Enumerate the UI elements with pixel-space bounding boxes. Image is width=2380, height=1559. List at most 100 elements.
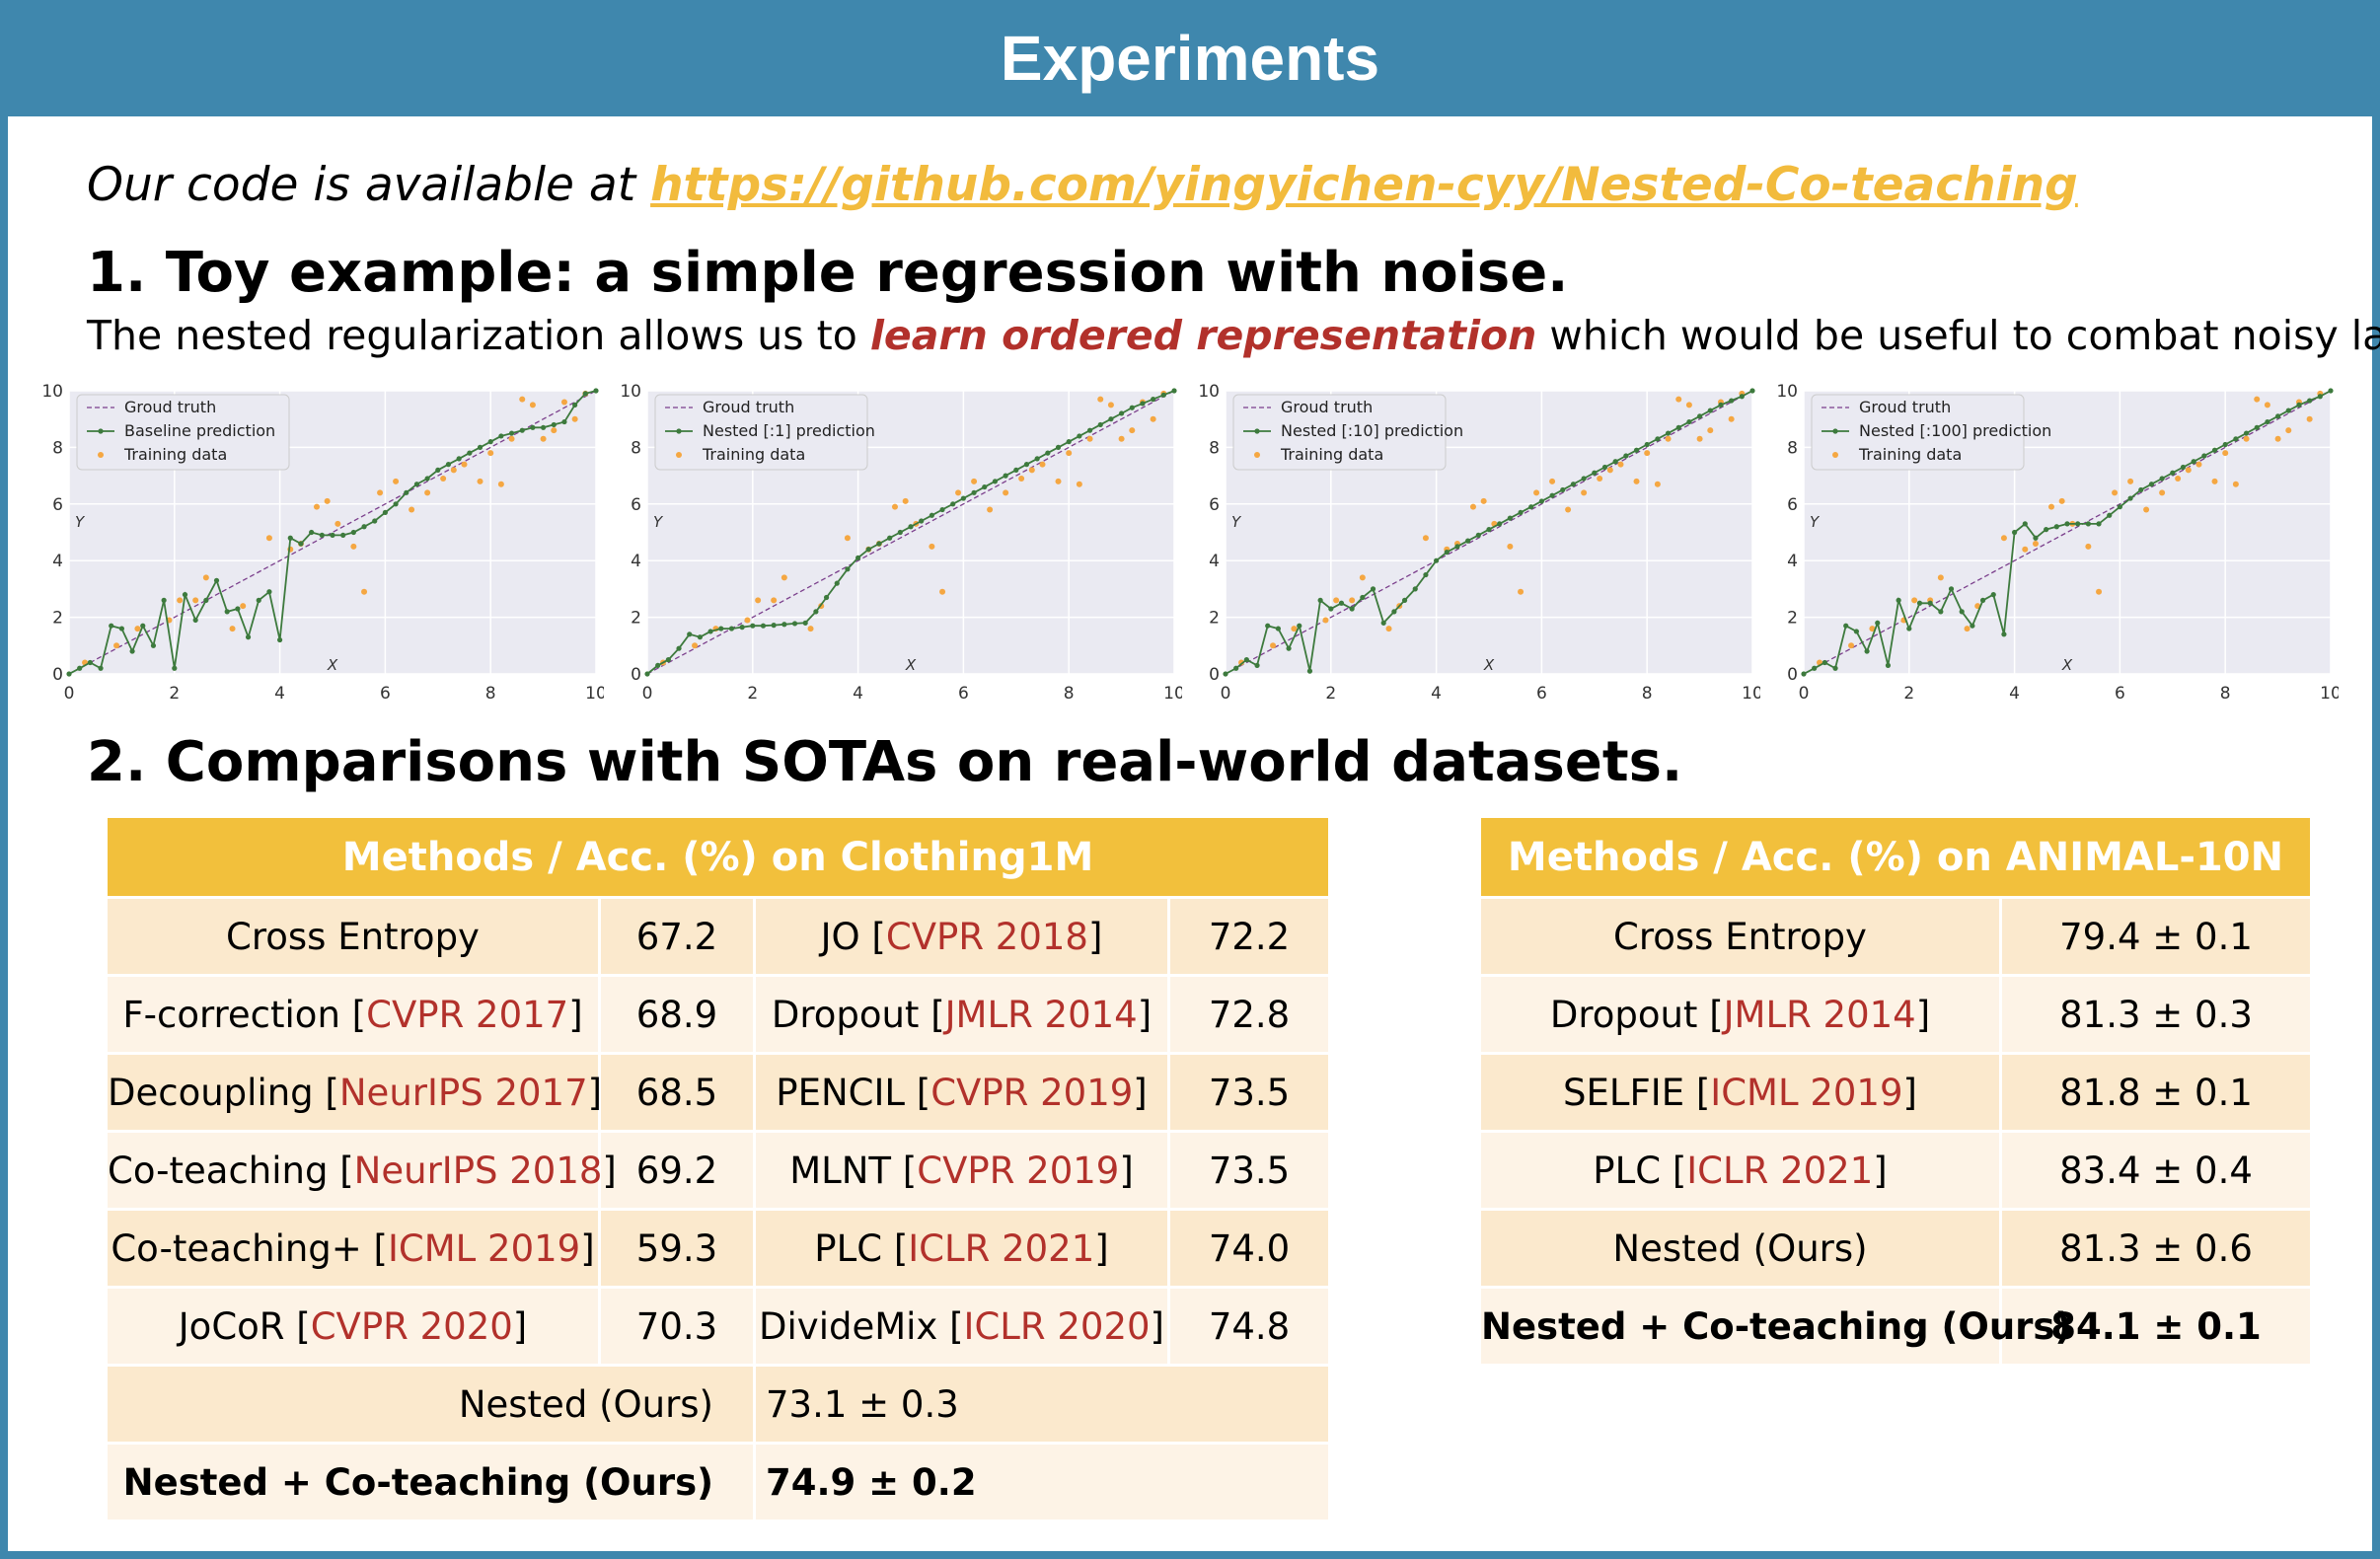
y-axis-label: Y xyxy=(1810,513,1821,531)
training-data-point xyxy=(1129,427,1136,434)
training-data-point xyxy=(1291,626,1298,632)
y-tick-label: 10 xyxy=(41,383,63,402)
prediction-point xyxy=(760,623,767,629)
x-tick-label: 6 xyxy=(380,684,391,704)
legend-swatch-training xyxy=(676,452,682,458)
training-data-point xyxy=(1076,481,1082,487)
x-tick-label: 10 xyxy=(1742,684,1760,704)
training-data-point xyxy=(844,535,851,542)
prediction-point xyxy=(1843,623,1849,629)
x-tick-label: 10 xyxy=(2320,684,2339,704)
training-data-point xyxy=(1869,626,1876,632)
y-tick-label: 0 xyxy=(52,665,63,685)
prediction-point xyxy=(1434,557,1440,563)
accuracy-cell: 69.2 xyxy=(598,1130,756,1211)
training-data-point xyxy=(324,497,331,504)
prediction-point xyxy=(572,402,578,408)
training-data-point xyxy=(192,597,199,604)
training-data-point xyxy=(891,503,898,510)
training-data-point xyxy=(477,478,483,484)
method-name: Co-teaching xyxy=(108,1149,329,1192)
legend-box xyxy=(654,394,868,471)
prediction-point xyxy=(1560,486,1566,493)
x-tick-label: 8 xyxy=(2220,684,2231,704)
training-data-point xyxy=(1018,475,1025,482)
prediction-point xyxy=(1528,504,1534,510)
venue-reference: NeurIPS 2017 xyxy=(338,1071,588,1114)
prediction-point xyxy=(1927,600,1933,606)
desc-emphasis: learn ordered representation xyxy=(869,312,1537,359)
legend-swatch-prediction-marker xyxy=(1254,428,1260,434)
training-data-point xyxy=(1675,396,1682,403)
method-cell: Cross Entropy xyxy=(1478,896,2002,977)
x-axis-label: X xyxy=(905,656,917,674)
prediction-point xyxy=(1729,398,1735,404)
training-data-point xyxy=(1055,478,1062,484)
prediction-point xyxy=(140,623,146,629)
clothing1m-table: Methods / Acc. (%) on Clothing1M Cross E… xyxy=(104,815,1332,1522)
training-data-point xyxy=(350,543,357,550)
prediction-point xyxy=(2296,402,2302,408)
ground-truth-line xyxy=(1225,390,1753,675)
prediction-point xyxy=(404,489,409,495)
prediction-point xyxy=(1665,430,1672,436)
method-name: Co-teaching+ xyxy=(111,1226,362,1270)
legend-label: Training data xyxy=(123,445,227,464)
github-link[interactable]: https://github.com/yingyichen-cyy/Nested… xyxy=(650,158,2078,212)
banner-title: Experiments xyxy=(1000,23,1380,94)
training-data-point xyxy=(2195,461,2202,468)
y-tick-label: 0 xyxy=(1787,665,1798,685)
prediction-point xyxy=(2117,504,2122,510)
prediction-point xyxy=(2254,424,2260,430)
table-row: JoCoR [CVPR 2020] 70.3 DivideMix [ICLR 202… xyxy=(105,1286,1332,1367)
venue-reference: CVPR 2019 xyxy=(917,1149,1120,1192)
accuracy-cell: 79.4 ± 0.1 xyxy=(1998,896,2314,977)
prediction-point xyxy=(1317,597,1323,603)
training-data-point xyxy=(1469,503,1476,510)
prediction-point xyxy=(309,529,315,536)
prediction-point xyxy=(982,483,988,490)
animal10n-header: Methods / Acc. (%) on ANIMAL-10N xyxy=(1477,815,2314,899)
prediction-point xyxy=(1644,441,1650,448)
legend-box xyxy=(76,394,290,471)
prediction-point xyxy=(172,665,178,671)
prediction-point xyxy=(1444,549,1450,556)
training-data-point xyxy=(377,489,384,496)
x-axis-label: X xyxy=(327,656,338,674)
ours-accuracy-cell: 74.9 ± 0.2 xyxy=(752,1442,1332,1522)
x-tick-label: 10 xyxy=(1163,684,1182,704)
x-tick-label: 2 xyxy=(1325,684,1336,704)
training-data-point xyxy=(424,489,431,496)
prediction-point xyxy=(118,626,124,631)
training-data-point xyxy=(560,399,567,406)
training-data-point xyxy=(1848,642,1855,649)
prediction-point xyxy=(498,433,504,439)
y-tick-label: 2 xyxy=(1209,609,1220,629)
prediction-point xyxy=(2064,521,2070,527)
method-cell: PLC [ICLR 2021] xyxy=(1478,1130,2002,1211)
training-data-point xyxy=(2175,475,2182,482)
accuracy-cell: 68.5 xyxy=(598,1052,756,1133)
section1-description: The nested regularization allows us to l… xyxy=(87,312,2380,359)
plot-nested-100: 0 2 4 6 8 10 0 2 4 6 8 10 X Y Groud truth Nested [:100]… xyxy=(1776,383,2339,708)
y-tick-label: 4 xyxy=(52,552,63,571)
training-data-point xyxy=(2243,435,2250,442)
prediction-point xyxy=(298,541,304,547)
prediction-point xyxy=(2191,459,2196,465)
table-row: Decoupling [NeurIPS 2017] 68.5 PENCIL [CVP… xyxy=(105,1052,1332,1133)
prediction-point xyxy=(1938,609,1944,615)
legend-label: Nested [:100] prediction xyxy=(1859,421,2051,440)
method-name: Cross Entropy xyxy=(1613,915,1867,958)
y-tick-label: 10 xyxy=(1198,383,1220,402)
training-data-point xyxy=(2185,467,2192,474)
accuracy-cell: 72.8 xyxy=(1166,974,1332,1055)
prediction-point xyxy=(1243,657,1249,663)
prediction-point xyxy=(1349,606,1355,612)
prediction-point xyxy=(1885,662,1892,668)
prediction-point xyxy=(350,529,356,536)
training-data-point xyxy=(1507,543,1514,550)
prediction-point xyxy=(245,634,252,640)
method-cell: Nested + Co-teaching (Ours) xyxy=(1478,1286,2071,1367)
y-tick-label: 4 xyxy=(631,552,641,571)
prediction-point xyxy=(845,566,851,572)
